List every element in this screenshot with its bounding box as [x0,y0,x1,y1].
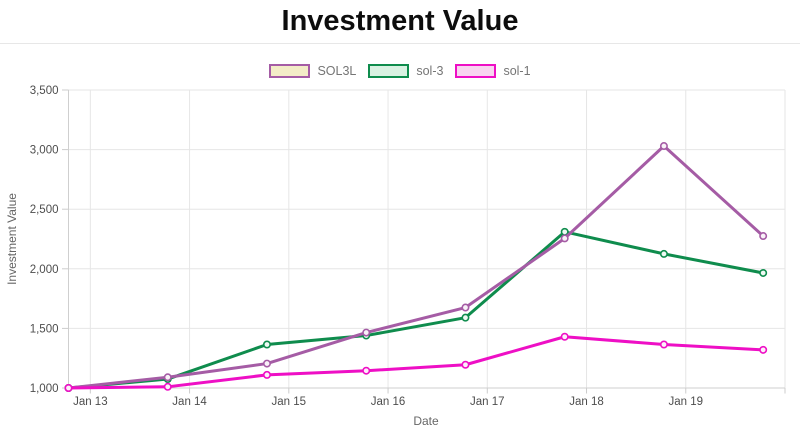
y-tick-label: 1,500 [30,323,59,335]
series-marker-SOL3L [262,359,271,368]
series-marker-sol-1 [64,383,73,392]
series-lines [64,142,768,392]
y-axis-title: Investment Value [5,193,19,285]
x-tick-label: Jan 18 [569,396,604,408]
x-tick-label: Jan 17 [470,396,505,408]
series-marker-sol-1 [659,340,668,349]
legend-swatch-sol-3 [368,64,410,78]
y-tick-label: 2,000 [30,264,59,276]
series-line-SOL3L [67,144,765,390]
series-marker-sol-1 [759,345,768,354]
series-marker-SOL3L [461,303,470,312]
y-tick-label: 3,000 [30,145,59,157]
series-marker-sol-3 [461,313,470,322]
series-marker-sol-1 [362,366,371,375]
legend-item-sol-1[interactable]: sol-1 [455,64,531,78]
x-tick-label: Jan 15 [272,396,307,408]
legend-label-sol3l: SOL3L [317,64,357,78]
series-marker-sol-3 [659,249,668,258]
legend-swatch-sol-1 [455,64,497,78]
axes [62,89,786,394]
x-tick-label: Jan 19 [668,396,703,408]
legend-item-sol3l[interactable]: SOL3L [269,64,356,78]
series-marker-SOL3L [659,142,668,151]
header-divider [0,43,800,44]
series-marker-SOL3L [362,328,371,337]
legend-label-sol-1: sol-1 [503,64,531,78]
y-tick-label: 2,500 [30,204,59,216]
series-marker-sol-1 [262,370,271,379]
chart-title: Investment Value [281,5,519,37]
x-tick-label: Jan 16 [371,396,406,408]
x-tick-label: Jan 14 [172,396,207,408]
series-marker-sol-1 [560,332,569,341]
tick-labels: 1,000 1,500 2,000 2,500 3,000 3,500 Jan 13 Jan … [30,85,703,408]
series-line-sol-1 [67,335,765,390]
legend-item-sol-3[interactable]: sol-3 [368,64,443,78]
series-marker-SOL3L [560,234,569,243]
series-marker-SOL3L [163,373,172,382]
x-tick-label: Jan 13 [73,396,108,408]
y-tick-label: 3,500 [30,85,59,97]
chart-legend: SOL3L sol-3 sol-1 [0,64,800,78]
legend-swatch-sol3l [269,64,311,78]
series-marker-sol-3 [560,227,569,236]
series-marker-sol-1 [163,382,172,391]
x-axis-title: Date [413,414,439,428]
series-marker-sol-1 [461,360,470,369]
series-marker-sol-3 [759,268,768,277]
series-marker-sol-3 [262,340,271,349]
series-line-sol-3 [67,230,765,390]
y-tick-label: 1,000 [30,383,59,395]
series-marker-SOL3L [759,232,768,241]
gridlines [68,89,786,389]
legend-label-sol-3: sol-3 [416,64,444,78]
